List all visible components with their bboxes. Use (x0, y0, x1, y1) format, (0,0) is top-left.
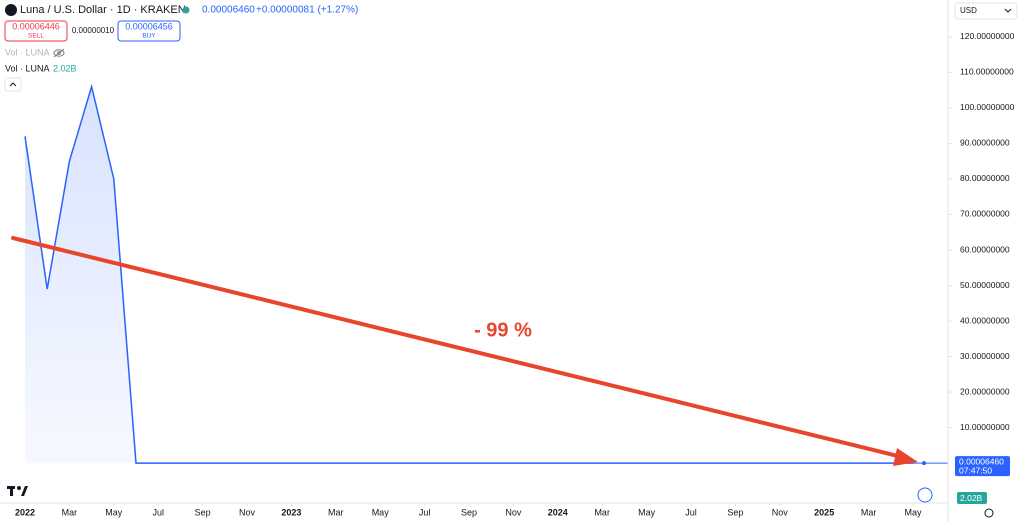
flag-icon[interactable] (917, 487, 933, 503)
y-tick-label: 80.00000000 (960, 173, 1010, 183)
x-tick-label: Jul (685, 507, 697, 517)
volume-box (957, 492, 987, 504)
symbol-icon (5, 4, 17, 16)
y-tick-label: 90.00000000 (960, 138, 1010, 148)
buy-button[interactable] (117, 20, 181, 42)
price-change: +0.00000081 (+1.27%) (256, 5, 358, 16)
y-tick-label: 70.00000000 (960, 209, 1010, 219)
x-tick-label: 2025 (814, 507, 834, 517)
trend-arrow (11, 236, 904, 459)
x-tick-label: Nov (239, 507, 256, 517)
collapse-button[interactable] (4, 77, 22, 92)
x-tick-label: Sep (727, 507, 743, 517)
volume-axis-label: 2.02B (960, 493, 983, 503)
x-tick-label: 2024 (548, 507, 568, 517)
y-tick-label: 50.00000000 (960, 280, 1010, 290)
y-tick-label: 110.00000000 (960, 67, 1014, 77)
currency-dropdown[interactable] (954, 2, 1018, 20)
x-tick-label: Mar (861, 507, 877, 517)
x-tick-label: Jul (152, 507, 164, 517)
symbol-title: Luna / U.S. Dollar · 1D · KRAKEN (20, 4, 186, 16)
settings-icon[interactable] (984, 508, 994, 518)
x-tick-label: Mar (328, 507, 344, 517)
x-tick-label: Sep (195, 507, 211, 517)
y-tick-label: 120.00000000 (960, 31, 1015, 41)
x-tick-label: 2023 (281, 507, 301, 517)
tradingview-logo (7, 486, 28, 496)
x-tick-label: Nov (505, 507, 522, 517)
y-tick-label: 30.00000000 (960, 351, 1010, 361)
x-tick-label: May (638, 507, 656, 517)
last-price: 0.00006460 (202, 5, 255, 16)
hidden-volume-legend: Vol · LUNA (5, 47, 50, 57)
volume-legend: Vol · LUNA (5, 63, 50, 73)
sell-button[interactable] (4, 20, 68, 42)
x-tick-label: May (372, 507, 390, 517)
x-tick-label: Mar (62, 507, 78, 517)
y-tick-label: 60.00000000 (960, 244, 1010, 254)
x-tick-label: Nov (772, 507, 789, 517)
y-tick-label: 100.00000000 (960, 102, 1015, 112)
x-tick-label: Jul (419, 507, 431, 517)
sell-price: 0.00006446 (12, 21, 60, 31)
volume-value: 2.02B (53, 63, 77, 73)
price-line (24, 83, 913, 464)
price-area (25, 86, 913, 464)
y-tick-label: 20.00000000 (960, 386, 1010, 396)
y-tick-label: 10.00000000 (960, 422, 1010, 432)
last-price-dot (922, 461, 926, 466)
eye-icon[interactable] (53, 48, 65, 58)
x-tick-label: Mar (594, 507, 610, 517)
dropdown-icon (1004, 8, 1012, 13)
countdown: 07:47:50 (959, 465, 992, 475)
last-price-box (955, 456, 1010, 477)
spread: 0.00000010 (72, 26, 115, 35)
market-status (182, 6, 190, 14)
x-tick-label: May (105, 507, 123, 517)
x-tick-label: 2022 (15, 507, 35, 517)
x-tick-label: Sep (461, 507, 477, 517)
buy-price: 0.00006456 (125, 21, 173, 31)
collapse-icon (9, 82, 17, 87)
plot-area: 10.00000000 20.00000000 30.00000000 40.0000… (15, 31, 1015, 517)
buy-label: BUY (142, 33, 156, 40)
arrow-head (893, 448, 918, 466)
x-tick-label: May (904, 507, 922, 517)
sell-label: SELL (28, 33, 44, 40)
currency: USD (960, 6, 977, 15)
annotation: - 99 % (474, 319, 532, 341)
y-tick-label: 40.00000000 (960, 315, 1010, 325)
last-price-label: 0.00006460 (959, 456, 1004, 466)
